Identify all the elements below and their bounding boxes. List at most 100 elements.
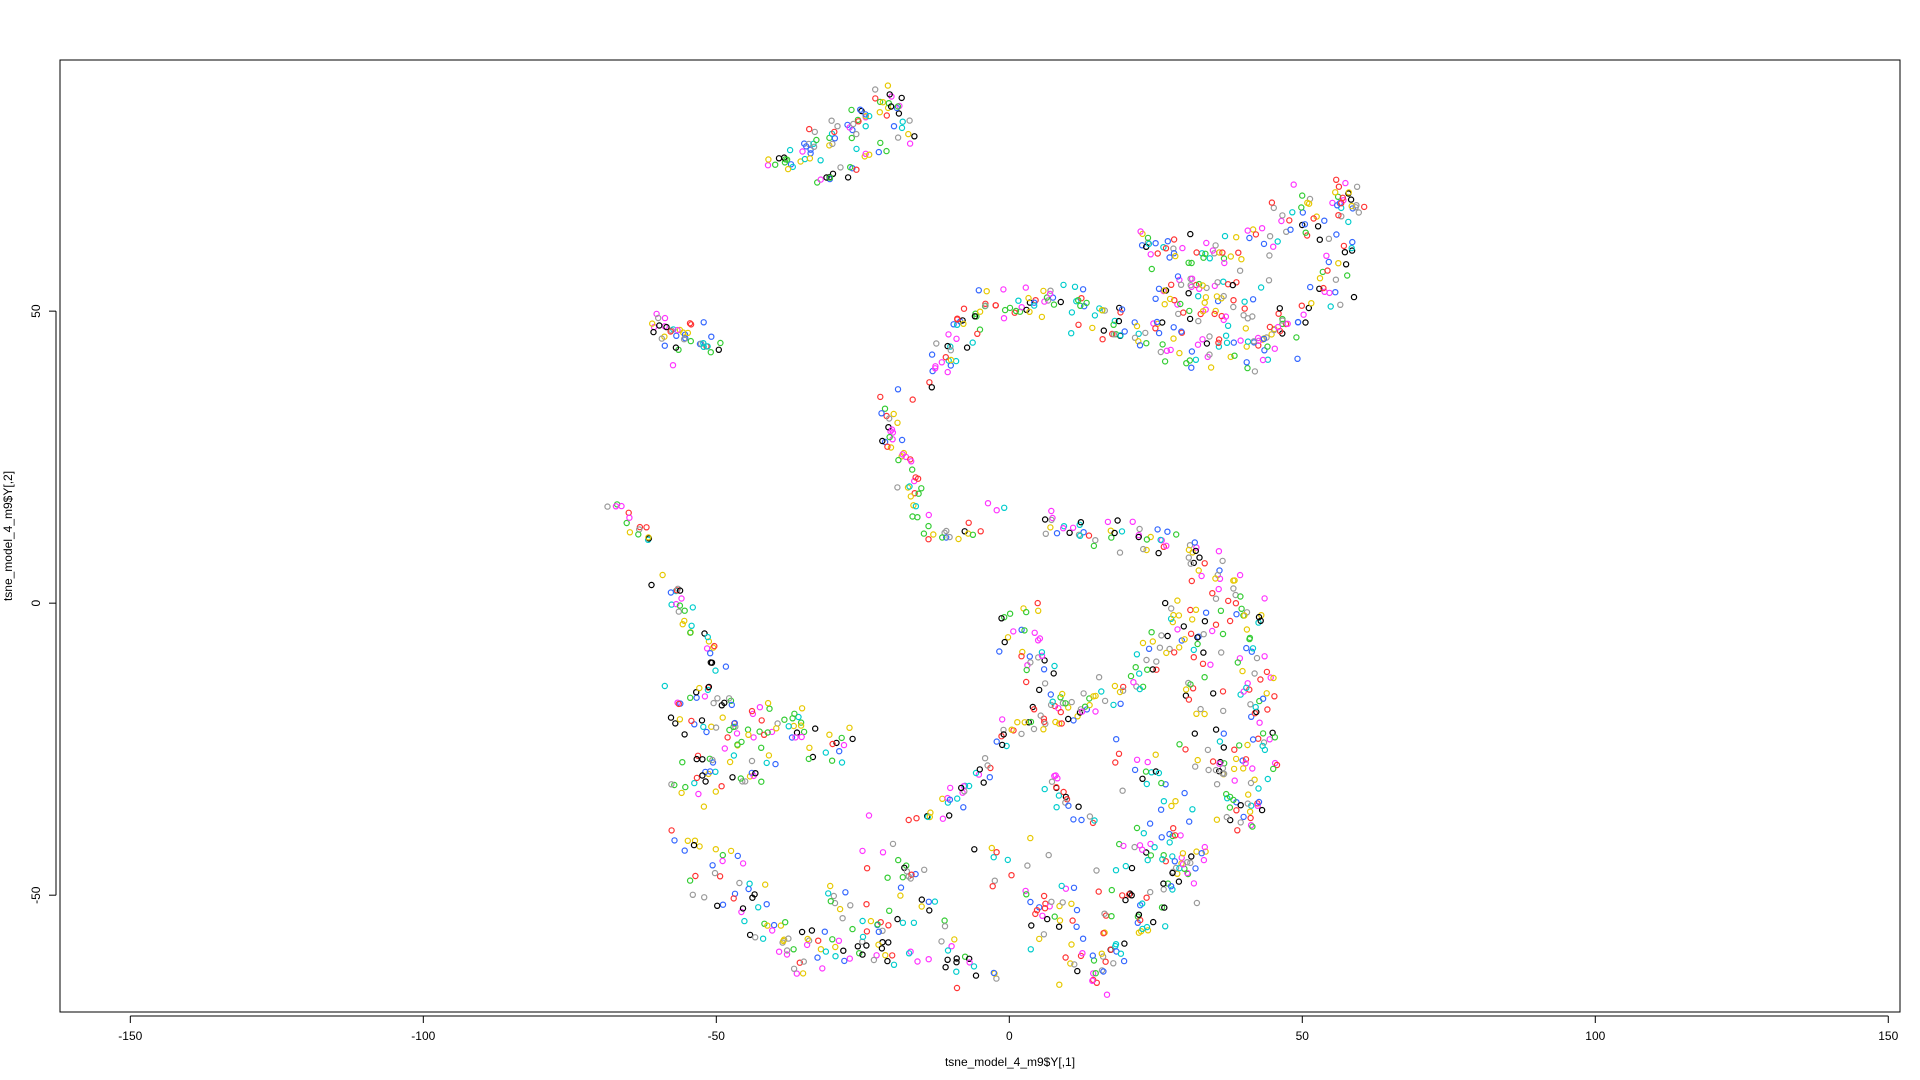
data-point xyxy=(1169,886,1176,893)
data-point xyxy=(821,928,829,935)
data-point xyxy=(686,877,694,884)
data-point xyxy=(758,744,765,752)
data-point xyxy=(912,870,919,878)
data-point xyxy=(1143,780,1151,788)
data-point xyxy=(693,694,700,701)
data-point xyxy=(832,943,839,951)
data-point xyxy=(1247,814,1254,822)
data-point xyxy=(1153,666,1160,673)
data-point xyxy=(1066,529,1073,537)
data-point xyxy=(859,951,866,958)
data-point xyxy=(1169,853,1176,860)
data-point xyxy=(1057,694,1064,701)
data-point xyxy=(709,862,716,869)
data-point xyxy=(1182,746,1189,753)
data-point xyxy=(1191,763,1199,770)
data-point xyxy=(1098,307,1106,314)
data-point xyxy=(942,354,950,361)
data-point xyxy=(887,103,895,110)
data-point xyxy=(1185,290,1192,297)
data-point xyxy=(913,815,920,822)
data-point xyxy=(817,946,825,953)
data-point xyxy=(886,433,893,441)
data-point xyxy=(1146,888,1154,896)
data-point xyxy=(1112,759,1119,766)
data-point xyxy=(1278,217,1285,225)
data-point xyxy=(1212,595,1220,602)
data-point xyxy=(1057,298,1065,306)
data-point xyxy=(1214,279,1221,286)
data-point xyxy=(1179,244,1186,252)
data-point xyxy=(681,607,688,614)
data-point xyxy=(784,165,792,173)
data-point xyxy=(1255,613,1263,621)
data-point xyxy=(905,950,913,957)
data-point xyxy=(1231,746,1238,753)
data-point xyxy=(1170,611,1177,619)
data-point xyxy=(1244,791,1252,798)
data-point xyxy=(1219,707,1227,715)
data-point xyxy=(977,528,984,535)
data-point xyxy=(711,869,719,877)
data-point xyxy=(850,120,857,128)
data-point xyxy=(1208,627,1216,635)
data-point xyxy=(1337,301,1344,308)
data-point xyxy=(736,879,743,887)
data-point xyxy=(1058,720,1065,727)
data-point xyxy=(884,874,891,881)
data-point xyxy=(1170,649,1178,656)
data-point xyxy=(788,734,796,741)
data-point xyxy=(1212,766,1220,774)
data-point xyxy=(1233,807,1240,814)
data-point xyxy=(772,161,779,168)
data-point xyxy=(689,604,697,611)
data-point xyxy=(1118,528,1126,535)
data-point xyxy=(1199,308,1207,315)
data-point xyxy=(1264,706,1271,713)
data-point xyxy=(1241,305,1248,312)
data-point xyxy=(1302,319,1309,326)
data-point xyxy=(1188,364,1195,371)
data-point xyxy=(1211,310,1218,318)
data-point xyxy=(1147,251,1154,258)
data-point xyxy=(1240,813,1247,821)
data-point xyxy=(1060,788,1067,796)
data-point xyxy=(1111,317,1119,325)
data-point xyxy=(717,339,724,347)
data-point xyxy=(965,519,972,527)
data-point xyxy=(885,939,892,946)
data-point xyxy=(1269,243,1277,250)
data-point xyxy=(1155,285,1163,292)
data-point xyxy=(946,533,953,541)
data-point xyxy=(909,396,916,403)
data-point xyxy=(817,176,824,183)
data-point xyxy=(1160,798,1168,805)
data-point xyxy=(1226,793,1234,801)
data-point xyxy=(656,322,663,329)
data-point xyxy=(650,328,657,336)
data-point xyxy=(667,714,675,721)
data-point xyxy=(1030,299,1038,306)
data-point xyxy=(1129,518,1136,526)
data-point xyxy=(1089,977,1096,985)
data-point xyxy=(832,953,839,960)
data-point xyxy=(1237,819,1244,826)
data-point xyxy=(990,969,998,977)
data-point xyxy=(1201,710,1208,718)
data-point xyxy=(1195,317,1202,325)
data-point xyxy=(1252,231,1260,238)
data-point xyxy=(1244,741,1251,749)
data-point xyxy=(1243,343,1250,350)
data-point xyxy=(862,122,869,130)
data-point xyxy=(1048,516,1055,524)
data-point xyxy=(1194,341,1202,348)
data-point xyxy=(1269,765,1277,773)
data-point xyxy=(1089,952,1097,959)
data-point xyxy=(1060,281,1067,289)
data-point xyxy=(825,890,832,897)
data-point xyxy=(819,965,826,972)
data-point xyxy=(1064,715,1072,723)
data-point xyxy=(992,302,999,309)
data-point xyxy=(800,958,808,965)
data-point xyxy=(999,741,1006,749)
